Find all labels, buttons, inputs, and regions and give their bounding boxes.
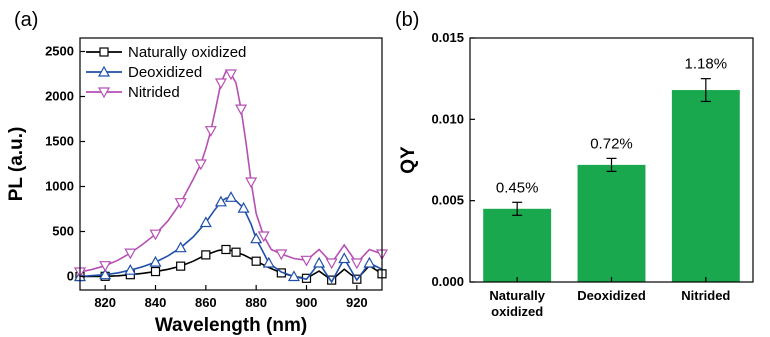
legend-label: Deoxidized <box>128 64 202 81</box>
y-tick-label: 0 <box>67 269 74 284</box>
category-label: oxidized <box>491 304 543 319</box>
panel-a-label: (a) <box>14 9 38 31</box>
legend-marker <box>99 47 109 57</box>
series-1-point <box>124 263 137 275</box>
bar-value-label: 1.18% <box>685 56 728 73</box>
series-1-point <box>363 256 376 268</box>
legend-label: Nitrided <box>128 84 180 101</box>
series-0-point <box>201 250 211 260</box>
x-tick-label: 900 <box>296 295 318 310</box>
series-0-point <box>231 247 241 257</box>
bar-value-label: 0.45% <box>496 179 539 196</box>
series-line-2 <box>79 70 383 273</box>
category-label: Nitrided <box>681 288 730 303</box>
x-tick-label: 880 <box>245 295 267 310</box>
pl-series-group <box>73 69 389 285</box>
y-tick-label: 500 <box>52 224 74 239</box>
bars-group: 0.45% 0.72% 1.18% <box>483 56 740 282</box>
y-tick-label: 2500 <box>45 44 74 59</box>
y-tick-label: 1500 <box>45 134 74 149</box>
series-1-point <box>262 256 275 268</box>
series-0-point <box>176 261 186 271</box>
category-label: Deoxidized <box>577 288 646 303</box>
qy-bar-chart: (b) 0.45% 0.72% 1.18% 0.000 0.005 0.010 0.015… <box>395 9 754 319</box>
series-2-point <box>257 231 270 243</box>
x-tick-label: 860 <box>195 295 217 310</box>
series-1-point <box>99 268 112 280</box>
y-axis-ticks: 0 500 1000 1500 2000 2500 <box>45 44 85 284</box>
series-1-point <box>214 195 227 207</box>
series-1-point <box>174 241 187 253</box>
series-1-point <box>199 216 212 228</box>
series-1-point <box>237 201 250 213</box>
y-tick-label: 0.015 <box>431 30 464 45</box>
y-tick-label: 2000 <box>45 89 74 104</box>
series-0-point <box>221 244 231 255</box>
series-1-point <box>313 256 326 268</box>
legend-label: Naturally oxidized <box>128 44 246 61</box>
y-tick-label: 0.010 <box>431 111 464 126</box>
series-2-point <box>300 255 313 267</box>
category-label: Naturally <box>489 288 545 303</box>
series-2-point <box>235 104 248 116</box>
y-axis-label: PL (a.u.) <box>6 127 27 202</box>
series-2-point <box>149 229 162 241</box>
series-2-point <box>174 198 187 209</box>
series-0-point <box>150 266 161 277</box>
series-2-point <box>124 248 137 260</box>
series-1-point <box>149 255 162 267</box>
bar <box>577 164 646 282</box>
x-axis-label: Wavelength (nm) <box>155 315 307 336</box>
x-axis-ticks: 820 840 860 880 900 920 <box>94 285 368 310</box>
series-line-1 <box>79 196 383 284</box>
x-tick-label: 820 <box>94 295 116 310</box>
series-1-point <box>250 232 263 244</box>
bar-value-label: 0.72% <box>590 135 633 152</box>
x-tick-label: 920 <box>346 295 368 310</box>
series-1-point <box>287 270 300 282</box>
panel-b-label: (b) <box>395 9 419 31</box>
series-1-point <box>224 191 238 202</box>
qy-axis-label: QY <box>398 146 419 174</box>
series-0-point <box>251 256 261 266</box>
y-tick-label: 1000 <box>45 179 74 194</box>
y-axis-ticks: 0.000 0.005 0.010 0.015 <box>431 30 475 289</box>
series-1-point <box>338 252 351 264</box>
legend: Naturally oxidized Deoxidized Nitrided <box>86 44 246 101</box>
series-2-point <box>350 258 363 270</box>
series-2-point <box>194 159 207 171</box>
series-2-point <box>275 249 288 261</box>
series-2-point <box>99 261 112 272</box>
x-tick-label: 840 <box>145 295 167 310</box>
legend-marker <box>97 87 111 99</box>
series-0-point <box>327 275 337 285</box>
series-2-point <box>245 177 258 189</box>
series-2-point <box>214 78 227 90</box>
series-2-point <box>204 126 217 137</box>
y-tick-label: 0.000 <box>431 274 464 289</box>
plot-a-frame <box>79 37 383 291</box>
legend-marker <box>97 65 111 77</box>
bar <box>671 90 740 282</box>
pl-spectrum-chart: (a) 820 840 860 880 900 920 0 500 1000 1500 2000 2… <box>6 9 389 336</box>
series-2-point <box>224 69 238 81</box>
bar <box>483 208 552 282</box>
y-tick-label: 0.005 <box>431 193 464 208</box>
series-2-point <box>325 258 338 270</box>
series-line-0 <box>80 248 383 282</box>
